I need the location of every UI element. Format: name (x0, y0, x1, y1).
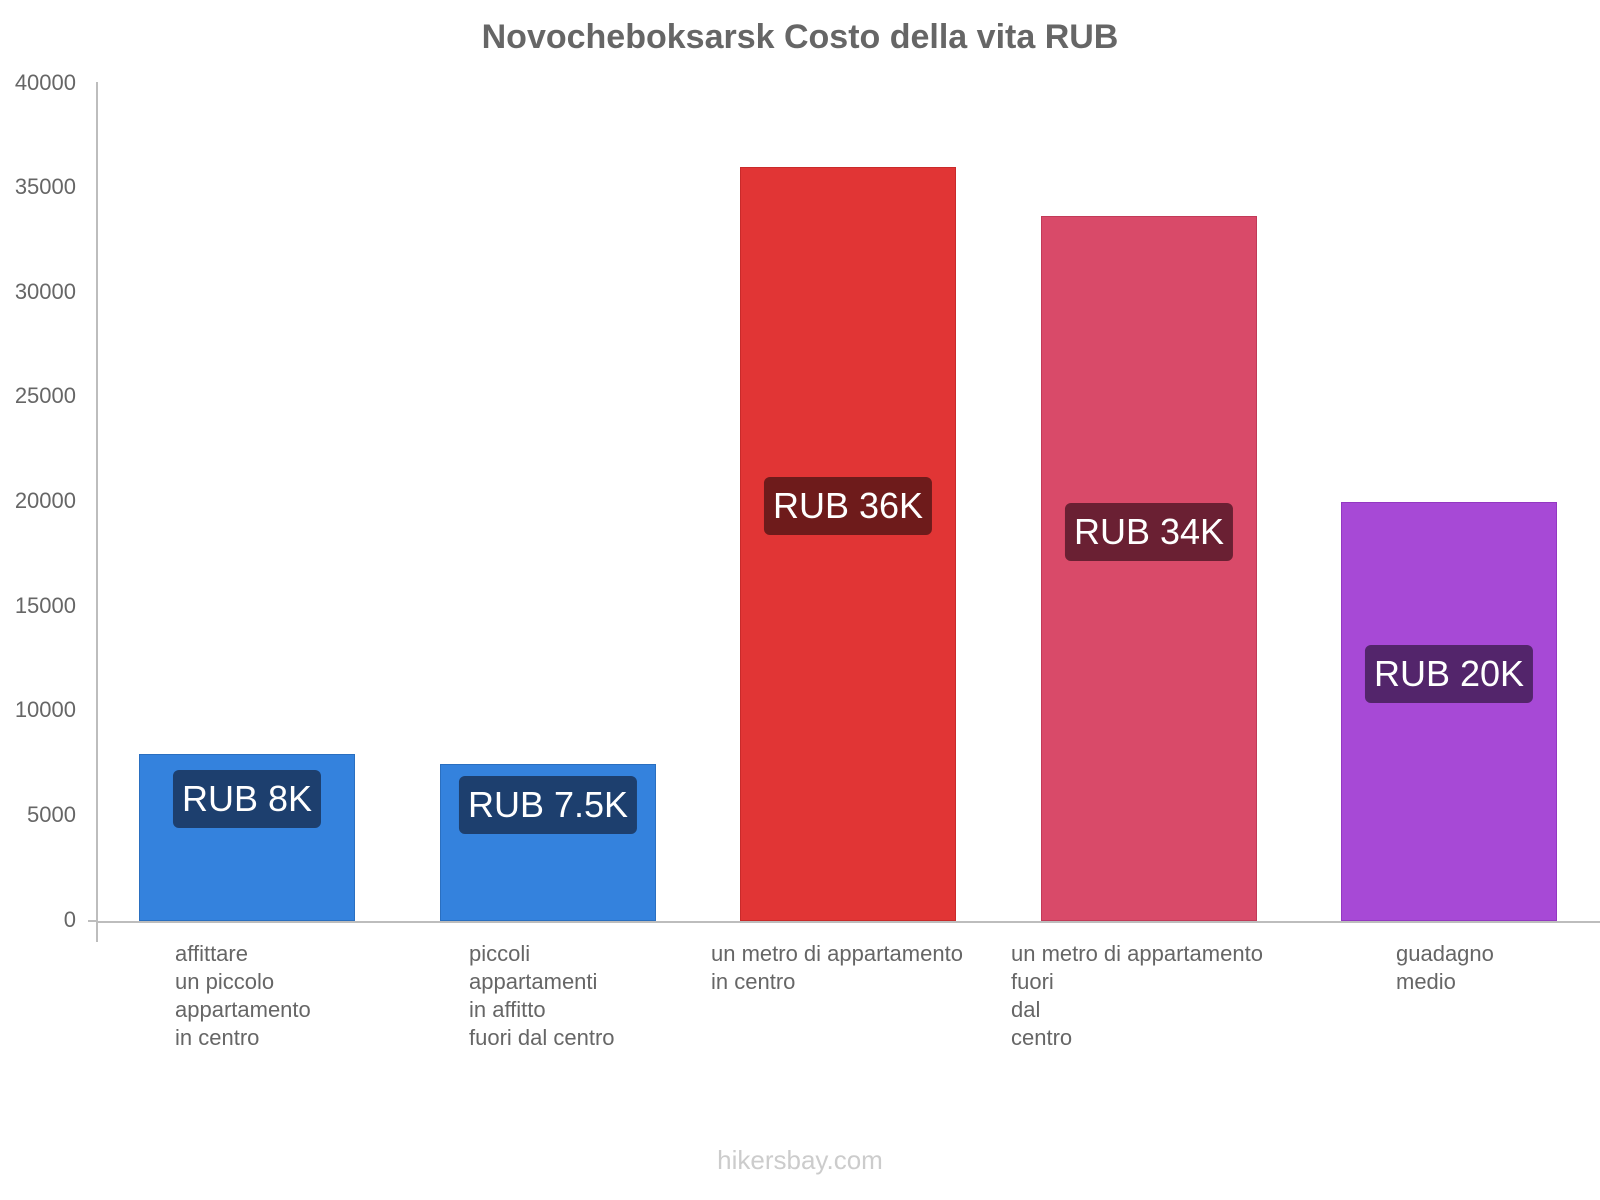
y-tick-label: 5000 (27, 802, 76, 827)
y-tick-label: 35000 (14, 174, 76, 199)
bar-value-label: RUB 36K (763, 477, 933, 535)
y-axis-line (96, 82, 98, 942)
bar-value-label: RUB 7.5K (458, 776, 638, 834)
y-tick-label: 30000 (14, 279, 76, 304)
chart-title: Novocheboksarsk Costo della vita RUB (481, 18, 1119, 56)
y-tick-label: 10000 (14, 697, 76, 722)
y-tick-label: 40000 (14, 70, 76, 95)
x-axis-line (96, 921, 1600, 923)
bar-metro-centro: RUB 36K (740, 167, 956, 921)
y-tick-label: 20000 (14, 488, 76, 513)
x-label: affittare un piccolo appartamento in cen… (175, 941, 311, 1050)
x-label: un metro di appartamento fuori dal centr… (1011, 941, 1263, 1050)
x-label: guadagno medio (1396, 941, 1494, 994)
y-tick-label: 15000 (14, 593, 76, 618)
x-label: piccoli appartamenti in affitto fuori da… (469, 941, 615, 1050)
bar-metro-fuori-centro: RUB 34K (1041, 216, 1257, 921)
y-tick-mark (88, 920, 98, 922)
bar-affittare-centro: RUB 8K (139, 754, 355, 921)
bar-affitto-fuori-centro: RUB 7.5K (440, 764, 656, 921)
y-tick-label: 25000 (14, 383, 76, 408)
footer-watermark: hikersbay.com (717, 1145, 883, 1175)
y-tick-label: 0 (63, 907, 76, 932)
bar-guadagno-medio: RUB 20K (1341, 502, 1557, 921)
x-label: un metro di appartamento in centro (711, 941, 963, 994)
bar-value-label: RUB 8K (172, 770, 322, 828)
bar-value-label: RUB 34K (1064, 503, 1234, 561)
bar-value-label: RUB 20K (1364, 645, 1534, 703)
